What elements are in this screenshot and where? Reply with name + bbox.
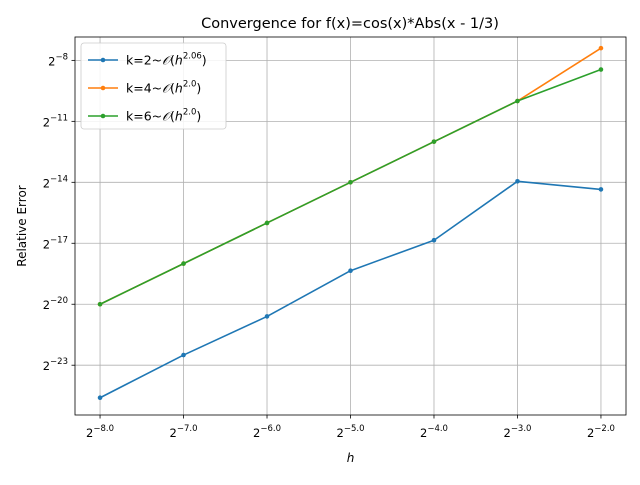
x-tick-exponent: −3.0	[511, 424, 532, 434]
y-tick-base: 2	[43, 359, 50, 373]
legend-marker	[100, 57, 106, 63]
x-tick-base: 2	[337, 426, 344, 440]
y-tick-exponent: −8	[55, 52, 68, 62]
y-tick-label: 2−23	[43, 357, 68, 373]
y-tick-exponent: −11	[50, 113, 68, 123]
y-tick-exponent: −20	[50, 296, 68, 306]
x-tick-exponent: −7.0	[177, 424, 198, 434]
legend-label: k=2~𝒪(h2.06)	[126, 52, 207, 68]
y-tick-exponent: −14	[50, 174, 68, 184]
x-tick-label: 2−6.0	[253, 424, 281, 440]
x-axis-ticks: 2−8.0 2−7.0 2−6.0 2−5.0 2−4.0 2−3.0 2−2.0	[86, 415, 615, 440]
legend-label-exponent: 2.0	[183, 80, 197, 90]
y-tick-base: 2	[43, 176, 50, 190]
legend-label: k=4~𝒪(h2.0)	[126, 80, 201, 96]
legend-label-paren-open: (	[170, 81, 175, 96]
y-tick-base: 2	[43, 115, 50, 129]
legend-label-big-o: 𝒪	[162, 81, 173, 96]
x-tick-base: 2	[587, 426, 594, 440]
legend-label-paren-close: )	[202, 53, 207, 68]
x-tick-label: 2−8.0	[86, 424, 114, 440]
legend-label-h: h	[175, 109, 183, 124]
y-tick-base: 2	[43, 298, 50, 312]
legend-label-prefix: k=6~	[126, 109, 162, 124]
y-tick-exponent: −17	[50, 235, 68, 245]
y-tick-label: 2−8	[48, 52, 68, 68]
y-tick-base: 2	[43, 237, 50, 251]
legend-label-paren-close: )	[196, 81, 201, 96]
x-tick-base: 2	[503, 426, 510, 440]
legend-label-prefix: k=2~	[126, 53, 162, 68]
x-tick-label: 2−3.0	[503, 424, 531, 440]
data-point	[181, 261, 186, 266]
legend-label-paren-open: (	[170, 53, 175, 68]
data-point	[598, 187, 604, 192]
legend: k=2~𝒪(h2.06)k=4~𝒪(h2.0)k=6~𝒪(h2.0)	[80, 42, 227, 130]
legend-item: k=6~𝒪(h2.0)	[88, 108, 201, 124]
legend-label-exponent: 2.06	[183, 52, 202, 62]
chart-title: Convergence for f(x)=cos(x)*Abs(x - 1/3)	[201, 16, 499, 32]
x-tick-exponent: −2.0	[594, 424, 615, 434]
x-tick-label: 2−7.0	[170, 424, 198, 440]
y-tick-label: 2−14	[43, 174, 68, 190]
legend-label-h: h	[175, 53, 183, 68]
legend-label: k=6~𝒪(h2.0)	[126, 108, 201, 124]
y-axis-label: Relative Error	[15, 185, 29, 267]
legend-marker	[100, 85, 106, 91]
legend-label-prefix: k=4~	[126, 81, 162, 96]
data-point	[515, 178, 520, 184]
legend-box	[80, 42, 227, 130]
x-tick-base: 2	[86, 426, 93, 440]
y-tick-label: 2−11	[43, 113, 68, 129]
data-point	[264, 314, 270, 319]
data-point	[598, 67, 604, 72]
legend-label-big-o: 𝒪	[162, 53, 173, 68]
data-point	[431, 139, 437, 144]
y-tick-base: 2	[48, 54, 55, 68]
data-point	[97, 395, 103, 401]
x-tick-label: 2−4.0	[420, 424, 448, 440]
x-tick-base: 2	[170, 426, 177, 440]
x-tick-base: 2	[420, 426, 427, 440]
series-k6	[97, 67, 604, 307]
x-tick-exponent: −8.0	[93, 424, 114, 434]
y-tick-exponent: −23	[50, 357, 68, 367]
legend-label-big-o: 𝒪	[162, 109, 173, 124]
data-point	[598, 45, 604, 51]
x-tick-exponent: −6.0	[260, 424, 281, 434]
x-tick-exponent: −4.0	[427, 424, 448, 434]
legend-label-h: h	[175, 81, 183, 96]
data-point	[348, 268, 353, 274]
data-point	[264, 220, 270, 226]
series-layer	[97, 45, 604, 401]
legend-label-exponent: 2.0	[183, 108, 197, 118]
y-tick-label: 2−20	[43, 296, 68, 312]
x-tick-label: 2−5.0	[337, 424, 365, 440]
data-point	[97, 301, 103, 307]
x-tick-base: 2	[253, 426, 260, 440]
legend-item: k=2~𝒪(h2.06)	[88, 52, 207, 68]
data-point	[431, 237, 437, 243]
x-tick-exponent: −5.0	[344, 424, 365, 434]
legend-label-paren-open: (	[170, 109, 175, 124]
x-tick-label: 2−2.0	[587, 424, 615, 440]
legend-label-paren-close: )	[196, 109, 201, 124]
y-tick-label: 2−17	[43, 235, 68, 251]
series-k2	[97, 178, 604, 401]
data-point	[181, 352, 186, 358]
y-axis-ticks: 2−232−202−172−142−112−8	[43, 52, 75, 373]
legend-item: k=4~𝒪(h2.0)	[88, 80, 201, 96]
data-point	[348, 180, 353, 185]
data-point	[515, 98, 520, 104]
legend-marker	[100, 113, 106, 119]
x-axis-label: h	[347, 451, 355, 465]
